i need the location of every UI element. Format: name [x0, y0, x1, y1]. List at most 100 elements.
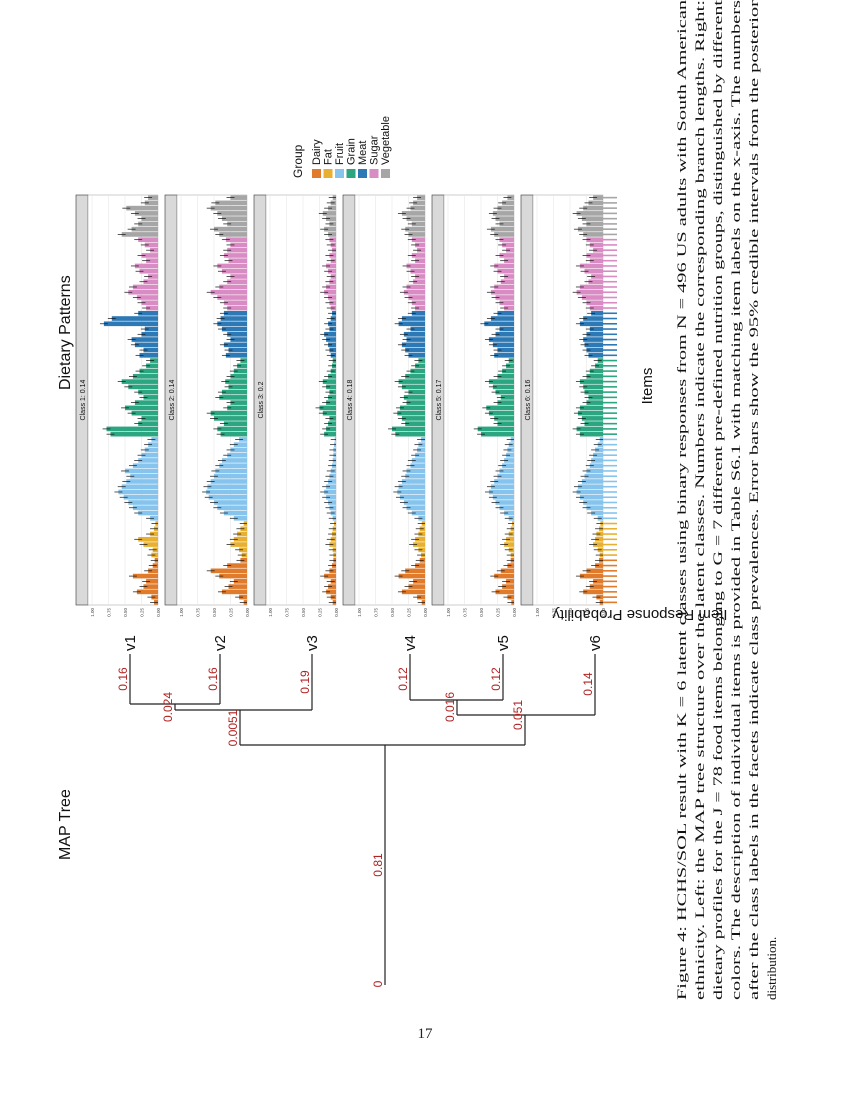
bar-meat [586, 331, 603, 337]
bar-vegetable [588, 200, 603, 206]
bar-grain [410, 368, 426, 374]
bar-fruit [150, 515, 159, 521]
bar-fruit [210, 479, 247, 484]
facet-ytick-label: 0.50 [479, 608, 484, 617]
bar-grain [141, 416, 158, 421]
bar-meat [221, 326, 247, 332]
bar-fat [138, 536, 158, 542]
bar-dairy [595, 563, 604, 568]
bar-meat [589, 326, 603, 332]
bar-vegetable [581, 216, 604, 221]
bar-grain [415, 363, 426, 369]
bar-sugar [150, 247, 159, 253]
patterns-ylabel: Item Response Probability [552, 606, 728, 623]
facet-class-4: Class 4: 0.18 0.00 0.25 0.50 0.75 1.00 [342, 194, 428, 617]
legend-swatch [346, 169, 356, 178]
caption-line-4: colors. The description of individual it… [728, 0, 743, 1000]
branch-label-v6: 0.14 [581, 672, 595, 696]
legend-label: Fruit [334, 143, 346, 165]
bar-vegetable [406, 216, 425, 221]
facet-ytick-label: 0.00 [512, 608, 517, 617]
bar-meat [143, 347, 158, 353]
bar-sugar [581, 295, 604, 300]
bar-grain [395, 431, 425, 437]
bar-meat [131, 337, 159, 342]
bar-sugar [225, 237, 248, 243]
bar-fat [230, 542, 247, 547]
bar-fruit [492, 494, 515, 500]
bar-sugar [591, 274, 603, 279]
bar-vegetable [413, 200, 425, 206]
bar-dairy [495, 589, 514, 595]
bar-grain [210, 410, 247, 416]
bar-fat [237, 531, 248, 537]
bar-fruit [324, 489, 336, 495]
leaf-label-v6: v6 [587, 635, 604, 651]
bar-grain [326, 426, 337, 432]
bar-sugar [230, 242, 247, 248]
bar-grain [481, 431, 514, 437]
bar-fruit [326, 494, 337, 500]
bar-vegetable [492, 211, 515, 216]
legend-swatch [335, 169, 344, 178]
bar-sugar [579, 284, 604, 290]
bar-grain [143, 395, 158, 400]
bar-dairy [146, 579, 158, 584]
bar-fruit [577, 484, 603, 490]
bar-vegetable [134, 211, 158, 216]
bar-grain [397, 410, 425, 416]
branch-label-v45: 0.016 [443, 692, 457, 722]
facet-ytick-label: 0.00 [601, 608, 606, 617]
bar-sugar [415, 242, 426, 248]
facet-ytick-label: 0.50 [390, 608, 395, 617]
legend-label: Grain [346, 138, 358, 165]
bar-meat [495, 331, 514, 337]
bar-meat [227, 331, 247, 337]
bar-dairy [405, 568, 426, 574]
facet-panel [265, 194, 337, 606]
bar-fruit [239, 437, 248, 442]
bar-grain [106, 426, 158, 432]
bar-meat [228, 347, 248, 353]
bar-meat [405, 347, 426, 353]
bar-dairy [132, 573, 158, 579]
bar-grain [322, 410, 336, 416]
tree-leaf-labels: v1 v2 v3 v4 v5 v6 [122, 635, 604, 651]
bar-fruit [406, 468, 425, 474]
facet-strip-label: Class 6: 0.16 [525, 379, 532, 420]
bar-fruit [406, 505, 425, 511]
bar-sugar [502, 242, 514, 248]
bar-grain [227, 405, 247, 411]
bar-meat [144, 326, 159, 332]
bar-sugar [586, 253, 603, 258]
facet-ytick-label: 1.00 [179, 608, 184, 617]
legend-entry-dairy: Dairy [311, 139, 323, 178]
bar-vegetable [583, 232, 604, 237]
leaf-label-v5: v5 [495, 635, 512, 651]
figure-caption: Figure 4: HCHS/SOL result with K = 6 lat… [674, 0, 779, 1000]
caption-line-2: ethnicity. Left: the MAP tree structure … [692, 0, 707, 1000]
bar-grain [583, 384, 604, 390]
bar-meat [591, 310, 603, 316]
bar-dairy [210, 568, 247, 574]
bar-fruit [593, 452, 603, 458]
bar-sugar [576, 289, 603, 295]
bar-dairy [219, 573, 247, 579]
bar-grain [146, 363, 158, 369]
bar-sugar [500, 279, 514, 285]
bar-sugar [326, 284, 337, 290]
bar-meat [579, 321, 604, 327]
bar-vegetable [411, 221, 425, 227]
facet-ytick-label: 0.00 [334, 608, 339, 617]
bar-fruit [132, 463, 158, 469]
bar-grain [586, 374, 603, 379]
bar-sugar [223, 253, 247, 258]
bar-dairy [500, 568, 514, 574]
bar-fat [504, 542, 515, 547]
bar-sugar [139, 268, 159, 274]
bar-grain [219, 395, 247, 400]
bar-sugar [403, 289, 426, 295]
bar-fruit [499, 468, 515, 474]
bar-meat [324, 331, 336, 337]
bar-sugar [132, 284, 158, 290]
